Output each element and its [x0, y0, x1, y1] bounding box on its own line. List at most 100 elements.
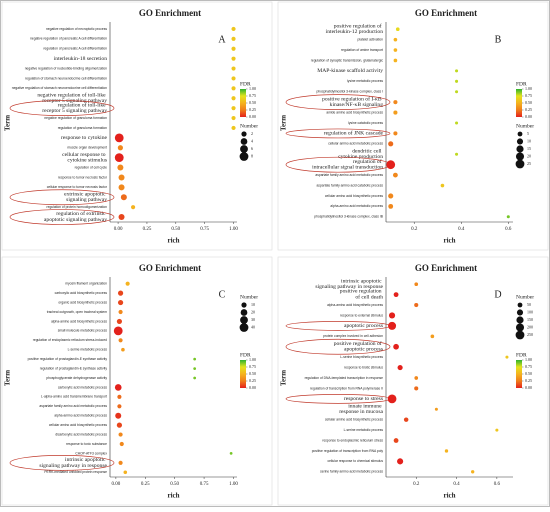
- size-legend-label: 200: [527, 324, 533, 329]
- term-label: L-alpha-amino acid transmembrane transpo…: [41, 395, 107, 399]
- x-tick-label: 1.00: [229, 482, 238, 487]
- point: [119, 441, 124, 447]
- point: [388, 321, 397, 330]
- size-legend-label: 30: [251, 317, 255, 322]
- x-tick-label: 1.00: [229, 227, 238, 232]
- point: [125, 281, 130, 286]
- size-legend-dot: [516, 309, 524, 316]
- colorbar: [516, 360, 522, 388]
- term-label: regulation of JNK cascade: [324, 130, 384, 137]
- panel-label: A: [218, 34, 226, 45]
- point: [397, 458, 404, 465]
- point: [193, 367, 197, 370]
- size-legend-dot: [240, 309, 248, 316]
- fdr-legend-title: FDR: [516, 352, 527, 358]
- point: [118, 214, 125, 221]
- size-legend-dot: [516, 316, 524, 324]
- point: [430, 334, 435, 339]
- term-label: regulation of DNA-templated transcriptio…: [305, 376, 384, 380]
- term-label: regulation of amine transport: [341, 48, 383, 52]
- size-legend-dot: [239, 323, 249, 332]
- point: [386, 160, 396, 170]
- point: [114, 384, 122, 391]
- fdr-legend-title: FDR: [240, 81, 251, 87]
- x-tick-label: 0.00: [112, 482, 121, 487]
- size-legend-dot: [240, 316, 248, 324]
- x-tick-label: 0.2: [411, 227, 418, 232]
- point: [393, 131, 398, 136]
- point: [231, 115, 236, 121]
- x-tick-label: 0.50: [171, 227, 180, 232]
- point: [118, 338, 123, 343]
- term-label: aspartate family amino acid catabolic pr…: [316, 183, 383, 187]
- term-label: platelet activation: [358, 38, 384, 42]
- point: [117, 145, 123, 151]
- point: [455, 79, 459, 83]
- term-label: alpha-amino acid biosynthetic process: [51, 319, 107, 323]
- point: [393, 58, 398, 63]
- point: [455, 69, 459, 73]
- term-label: regulation of granuloma formation: [58, 126, 107, 130]
- point: [414, 303, 419, 308]
- point: [495, 428, 499, 432]
- term-label: negative regulation of stomach neuroendo…: [12, 86, 107, 90]
- term-label: dendritic cell cytokine production: [338, 149, 383, 161]
- point: [115, 412, 122, 419]
- term-label: positive regulation of prostaglandin-E s…: [28, 357, 108, 361]
- term-label: regulation of stomach neuroendocrine cel…: [25, 76, 107, 80]
- point: [118, 432, 123, 437]
- term-label: cellular response to tumor necrosis fact…: [47, 185, 108, 189]
- point: [388, 203, 394, 209]
- term-label: response to endoplasmic reticulum stress: [322, 438, 383, 442]
- point: [231, 56, 236, 61]
- term-label: positive regulation of interleukin-12 pr…: [326, 23, 384, 36]
- fdr-legend-title: FDR: [240, 352, 251, 358]
- point: [387, 394, 397, 404]
- panel: GO Enrichment C Term rich 0.00 0.25 0.50 0.75 1.…: [1, 256, 273, 506]
- point: [121, 347, 125, 352]
- term-label: positive regulation of I-κB kinase/NF-κB…: [322, 96, 383, 109]
- point: [434, 407, 438, 411]
- x-tick-label: 0.25: [143, 227, 152, 232]
- point: [231, 125, 236, 131]
- size-legend-dot: [516, 145, 524, 153]
- term-label: MAP-kinase scaffold activity: [317, 67, 383, 74]
- point: [120, 194, 127, 201]
- colorbar-tick-label: 0.75: [525, 93, 532, 98]
- term-label: PERK-mediated unfolded protein response: [44, 470, 107, 474]
- size-legend-title: Number: [240, 123, 258, 129]
- panel-label: C: [219, 289, 226, 300]
- term-label: protein complex involved in cell adhesio…: [323, 334, 383, 338]
- term-label: regulation of prostaglandin-E synthase a…: [40, 366, 108, 370]
- term-label: aspartate family amino acid metabolic pr…: [315, 173, 383, 177]
- colorbar-tick-label: 1.00: [249, 86, 256, 91]
- term-label: innate immune response in mucosa: [339, 404, 383, 416]
- term-label: carboxylic acid biosynthetic process: [55, 291, 108, 295]
- term-label: aspartate family amino acid metabolic pr…: [39, 404, 107, 408]
- term-label: muscle organ development: [67, 146, 107, 150]
- point: [231, 46, 236, 51]
- point: [229, 452, 233, 455]
- term-label: regulation of cell cycle: [75, 165, 108, 169]
- point: [392, 172, 398, 178]
- highlight-ring: [9, 189, 115, 206]
- point: [123, 470, 128, 475]
- term-label: positive regulation of transcription fro…: [312, 449, 384, 453]
- point: [471, 470, 475, 474]
- size-legend-dot: [241, 131, 247, 137]
- term-label: apoptotic process: [344, 323, 383, 329]
- size-legend-label: 20: [527, 153, 531, 158]
- panel-label: B: [495, 34, 502, 45]
- colorbar-tick-label: 0.25: [525, 107, 532, 112]
- colorbar-tick-label: 0.00: [249, 385, 256, 390]
- term-label: myosin filament organization: [65, 282, 107, 286]
- term-label: carboxylic acid metabolic process: [58, 385, 107, 389]
- term-label: serine family amino acid metabolic proce…: [320, 470, 383, 474]
- colorbar-tick-label: 0.50: [249, 371, 256, 376]
- point: [117, 404, 122, 409]
- point: [393, 48, 398, 52]
- point: [118, 174, 125, 181]
- term-label: cellular amino acid biosynthetic process: [325, 418, 383, 422]
- x-tick-label: 0.00: [114, 227, 123, 232]
- term-label: interleukin-18 secretion: [54, 56, 107, 62]
